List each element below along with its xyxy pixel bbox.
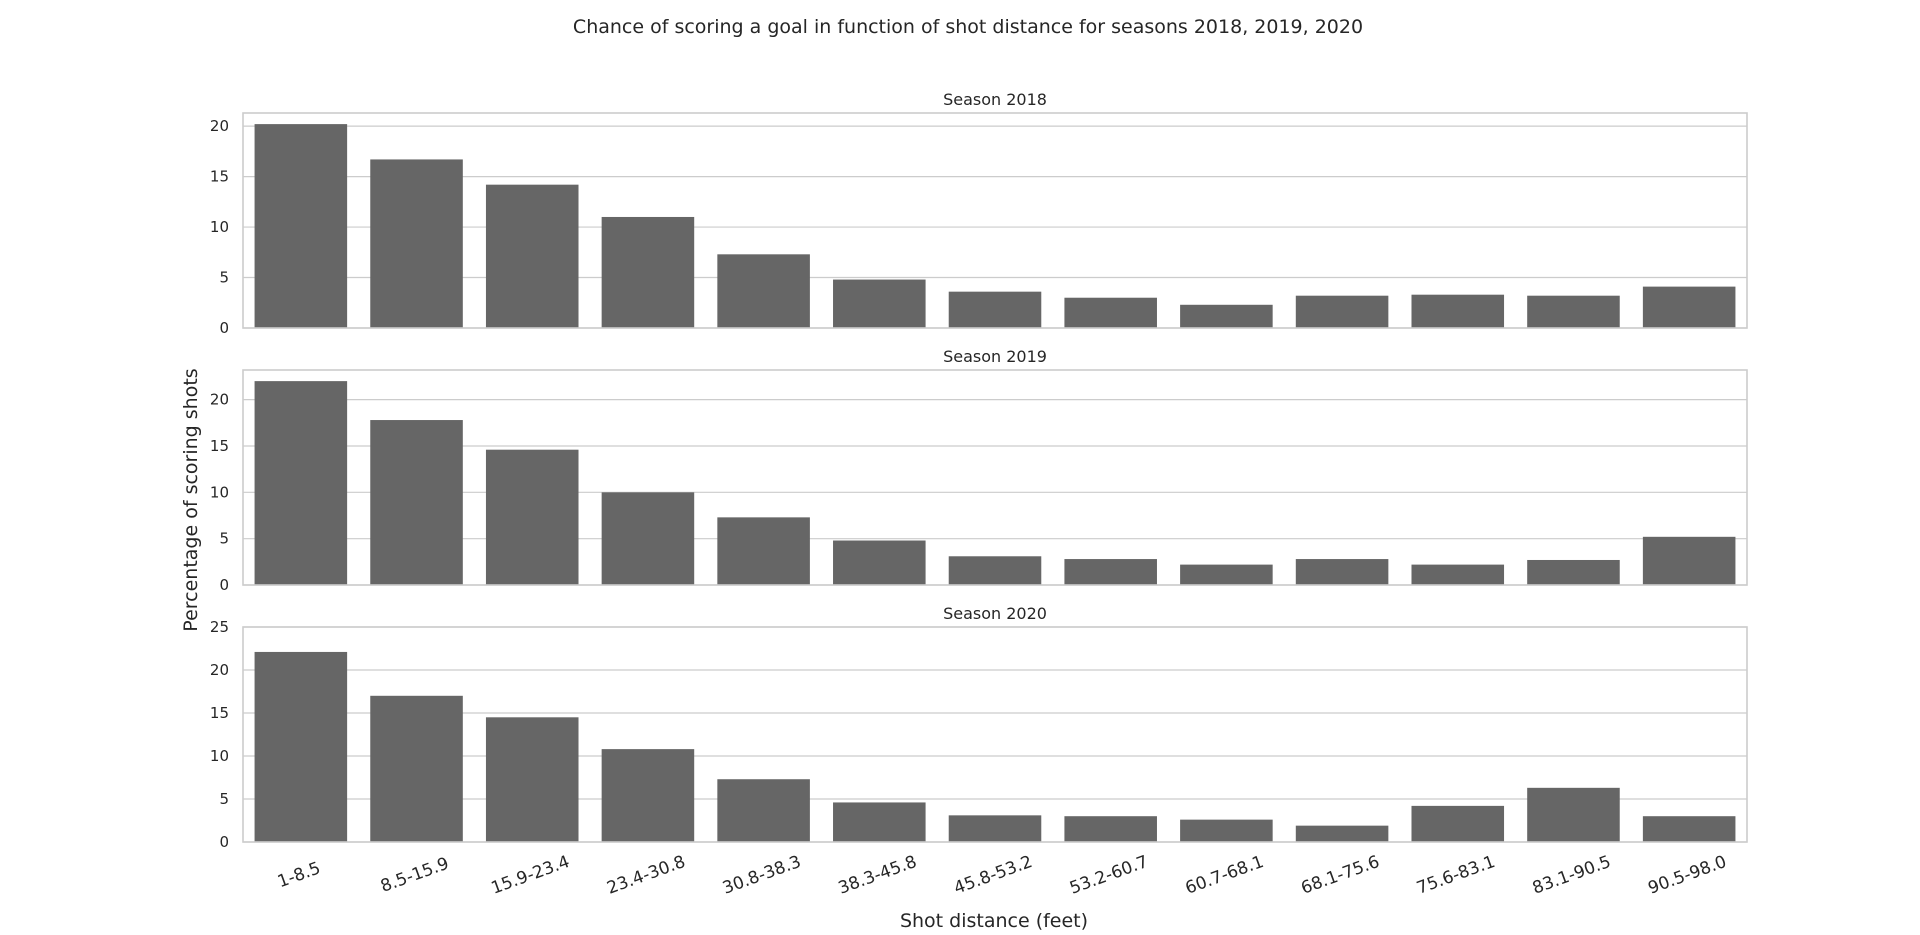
x-tick-label: 75.6-83.1 xyxy=(1414,852,1498,899)
bar xyxy=(370,695,463,842)
x-tick-label: 23.4-30.8 xyxy=(604,852,688,899)
x-tick-label: 30.8-38.3 xyxy=(720,852,804,899)
y-tick-label: 0 xyxy=(219,576,229,594)
bar xyxy=(1411,564,1505,585)
panel-title: Season 2020 xyxy=(943,604,1047,623)
bar xyxy=(1527,787,1620,842)
bar xyxy=(717,517,810,585)
plot-frame xyxy=(242,112,1748,329)
chart-title: Chance of scoring a goal in function of … xyxy=(573,16,1363,38)
bar xyxy=(717,779,810,842)
x-tick-label: 53.2-60.7 xyxy=(1067,852,1151,899)
bar xyxy=(1180,564,1273,585)
bar xyxy=(1180,819,1273,842)
bar xyxy=(948,291,1042,328)
bar xyxy=(601,749,695,842)
bar xyxy=(1527,559,1620,585)
bar xyxy=(1642,816,1736,842)
y-tick-label: 0 xyxy=(219,319,229,337)
bar xyxy=(833,540,926,585)
x-tick-label: 45.8-53.2 xyxy=(951,852,1035,899)
bar xyxy=(1642,286,1736,328)
bar xyxy=(485,717,579,842)
y-tick-label: 5 xyxy=(219,790,229,808)
y-tick-label: 5 xyxy=(219,269,229,287)
y-tick-label: 10 xyxy=(210,483,229,501)
panels: 0 5 10 15 20 Season 2018 0 5 10 15 20 Season 2019 0 5… xyxy=(210,90,1748,899)
x-tick-label: 38.3-45.8 xyxy=(836,852,920,899)
bar xyxy=(1295,825,1389,842)
bar xyxy=(1180,304,1273,328)
bar xyxy=(1411,805,1505,842)
bar xyxy=(1642,536,1736,585)
y-tick-label: 15 xyxy=(210,168,229,186)
bar xyxy=(601,216,695,328)
bar xyxy=(370,159,463,328)
panel-season-0: 0 5 10 15 20 Season 2018 xyxy=(210,90,1748,337)
plot-frame xyxy=(242,626,1748,843)
bar xyxy=(1064,559,1157,585)
x-tick-label: 1-8.5 xyxy=(275,858,323,892)
bar xyxy=(1527,295,1620,328)
bar xyxy=(601,492,695,585)
plot-frame xyxy=(242,369,1748,586)
bar xyxy=(1295,295,1389,328)
x-tick-label: 83.1-90.5 xyxy=(1530,852,1614,899)
y-tick-label: 15 xyxy=(210,704,229,722)
bar xyxy=(254,651,348,842)
y-tick-label: 10 xyxy=(210,747,229,765)
bar xyxy=(833,802,926,842)
bar xyxy=(370,420,463,585)
bar xyxy=(254,381,348,585)
x-tick-label: 60.7-68.1 xyxy=(1183,852,1267,899)
bar xyxy=(1064,816,1157,842)
x-tick-label: 8.5-15.9 xyxy=(378,854,452,897)
bar xyxy=(485,449,579,585)
x-tick-label: 15.9-23.4 xyxy=(489,852,573,899)
y-tick-label: 10 xyxy=(210,218,229,236)
y-axis-label: Percentage of scoring shots xyxy=(180,368,202,631)
y-tick-label: 25 xyxy=(210,618,229,636)
bar xyxy=(833,279,926,328)
bar xyxy=(1411,294,1505,328)
panel-season-1: 0 5 10 15 20 Season 2019 xyxy=(210,347,1748,594)
bar xyxy=(717,254,810,328)
panel-title: Season 2018 xyxy=(943,90,1047,109)
y-tick-label: 0 xyxy=(219,833,229,851)
y-tick-label: 5 xyxy=(219,530,229,548)
x-tick-label: 68.1-75.6 xyxy=(1298,852,1382,899)
bar xyxy=(1064,297,1157,328)
y-tick-label: 20 xyxy=(210,661,229,679)
bar xyxy=(1295,559,1389,585)
panel-title: Season 2019 xyxy=(943,347,1047,366)
bar xyxy=(254,124,348,328)
y-tick-label: 15 xyxy=(210,437,229,455)
y-tick-label: 20 xyxy=(210,391,229,409)
x-tick-label: 90.5-98.0 xyxy=(1646,852,1730,899)
bar xyxy=(485,184,579,328)
panel-season-2: 0 5 10 15 20 25 Season 2020 1-8.5 8.5-15.9 15.9-2… xyxy=(210,604,1748,899)
y-tick-label: 20 xyxy=(210,117,229,135)
bar xyxy=(948,556,1042,585)
x-axis-label: Shot distance (feet) xyxy=(900,910,1088,932)
bar xyxy=(948,815,1042,842)
